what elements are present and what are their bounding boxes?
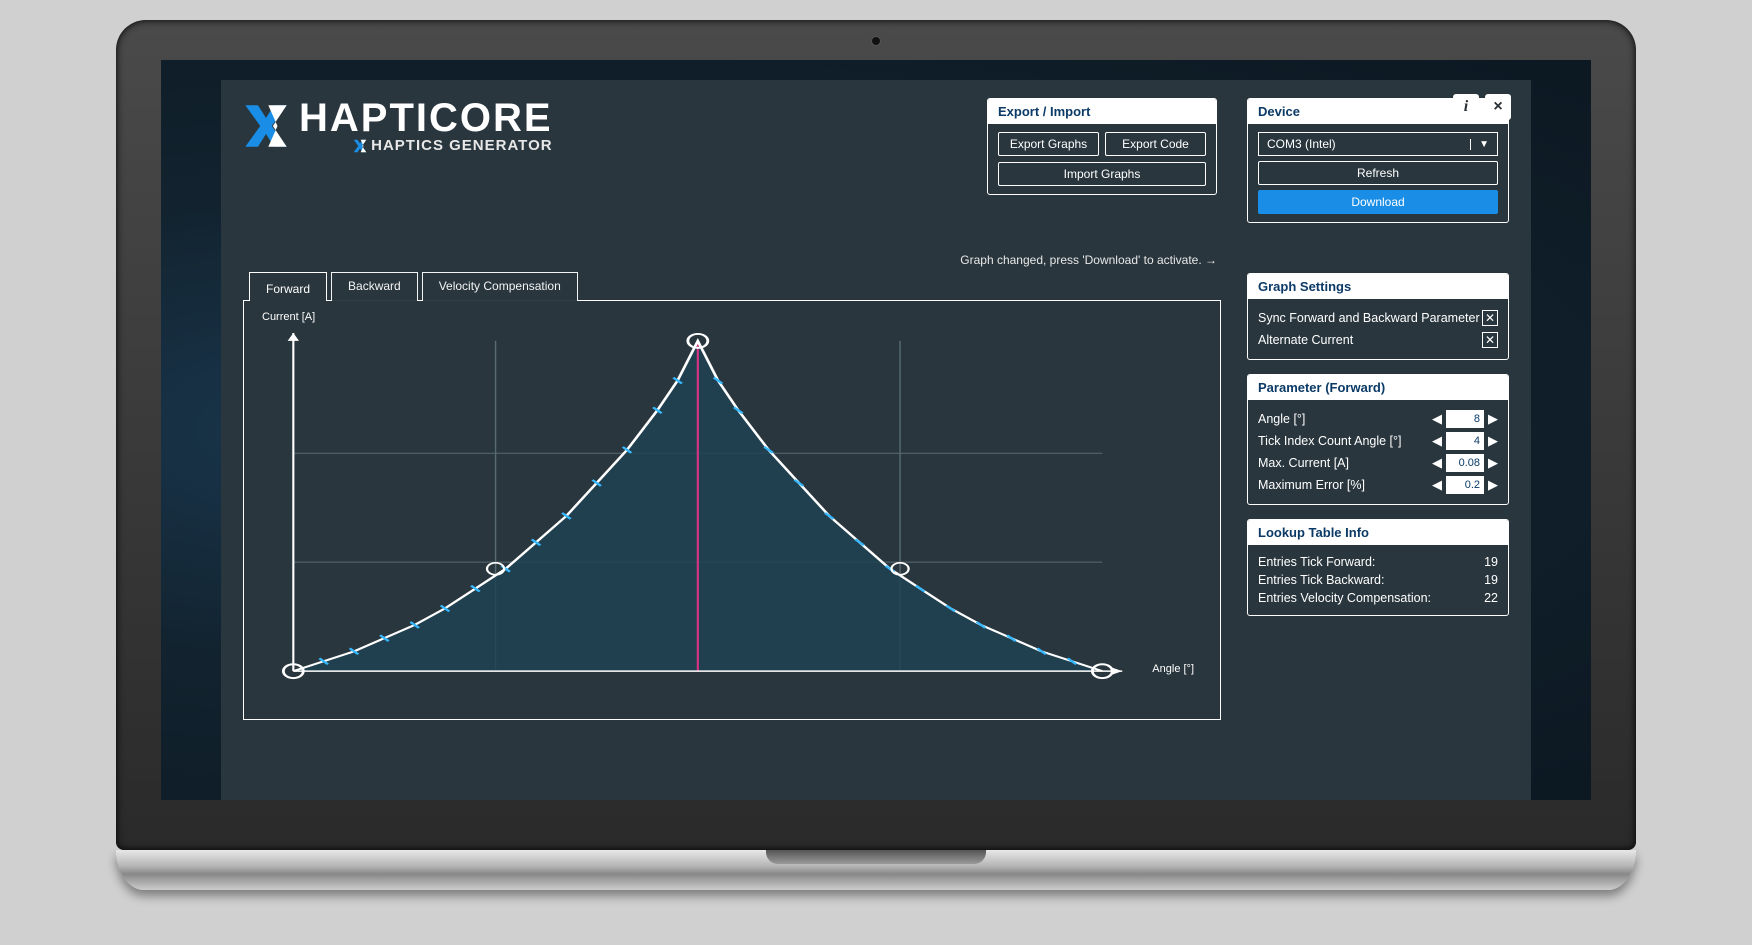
chart-container: Current [A] Angle [°] [243,300,1221,720]
angle-input[interactable] [1446,410,1484,428]
tab-forward[interactable]: Forward [249,272,327,301]
alternate-checkbox[interactable]: ✕ [1482,332,1498,348]
lookup-fwd-value: 19 [1484,555,1498,569]
parameter-panel: Parameter (Forward) Angle [°] ◀ ▶ [1247,374,1509,505]
tick-index-label: Tick Index Count Angle [°] [1258,434,1402,448]
angle-label: Angle [°] [1258,412,1305,426]
y-axis-label: Current [A] [262,311,1202,323]
export-import-panel: Export / Import Export Graphs Export Cod… [987,98,1217,195]
chart-canvas[interactable] [262,323,1202,701]
chevron-down-icon: ▼ [1470,139,1489,150]
export-graphs-button[interactable]: Export Graphs [998,132,1099,156]
max-current-input[interactable] [1446,454,1484,472]
max-current-incr[interactable]: ▶ [1488,455,1498,471]
lookup-bwd-label: Entries Tick Backward: [1258,573,1384,587]
device-selected-value: COM3 (Intel) [1267,137,1336,151]
info-button[interactable]: i [1453,94,1479,120]
angle-incr[interactable]: ▶ [1488,411,1498,427]
lookup-vel-label: Entries Velocity Compensation: [1258,591,1431,605]
laptop-base [116,850,1636,890]
laptop-frame: i × HAPTICORE [116,20,1636,890]
lookup-info-title: Lookup Table Info [1248,520,1508,545]
logo-x-small-icon [353,139,367,153]
export-code-button[interactable]: Export Code [1105,132,1206,156]
sync-checkbox[interactable]: ✕ [1482,310,1498,326]
screen-bezel: i × HAPTICORE [116,20,1636,850]
tab-backward[interactable]: Backward [331,272,418,301]
export-import-title: Export / Import [988,99,1216,124]
device-select[interactable]: COM3 (Intel) ▼ [1258,132,1498,156]
alternate-label: Alternate Current [1258,333,1353,347]
logo-subtitle-text: HAPTICS GENERATOR [371,138,552,153]
max-error-incr[interactable]: ▶ [1488,477,1498,493]
close-button[interactable]: × [1485,94,1511,120]
tick-index-input[interactable] [1446,432,1484,450]
desktop-background: i × HAPTICORE [161,60,1591,800]
max-current-label: Max. Current [A] [1258,456,1349,470]
status-message: Graph changed, press 'Download' to activ… [243,253,1217,267]
tick-index-decr[interactable]: ◀ [1432,433,1442,449]
lookup-vel-value: 22 [1484,591,1498,605]
angle-decr[interactable]: ◀ [1432,411,1442,427]
max-error-label: Maximum Error [%] [1258,478,1365,492]
import-graphs-button[interactable]: Import Graphs [998,162,1206,186]
sync-label: Sync Forward and Backward Parameter [1258,311,1480,325]
x-axis-label: Angle [°] [1152,663,1194,675]
parameter-title: Parameter (Forward) [1248,375,1508,400]
download-button[interactable]: Download [1258,190,1498,214]
logo-subtitle: HAPTICS GENERATOR [299,138,553,153]
graph-tabs: Forward Backward Velocity Compensation [249,271,1221,300]
refresh-button[interactable]: Refresh [1258,161,1498,185]
camera-dot [871,36,881,46]
app-window: i × HAPTICORE [221,80,1531,800]
app-logo: HAPTICORE HAPTICS GENERATOR [243,98,553,153]
graph-settings-title: Graph Settings [1248,274,1508,299]
logo-x-icon [243,103,289,149]
logo-title: HAPTICORE [299,98,553,138]
max-current-decr[interactable]: ◀ [1432,455,1442,471]
max-error-decr[interactable]: ◀ [1432,477,1442,493]
tick-index-incr[interactable]: ▶ [1488,433,1498,449]
tab-velocity-compensation[interactable]: Velocity Compensation [422,272,578,301]
lookup-info-panel: Lookup Table Info Entries Tick Forward: … [1247,519,1509,616]
graph-settings-panel: Graph Settings Sync Forward and Backward… [1247,273,1509,360]
lookup-fwd-label: Entries Tick Forward: [1258,555,1375,569]
max-error-input[interactable] [1446,476,1484,494]
lookup-bwd-value: 19 [1484,573,1498,587]
